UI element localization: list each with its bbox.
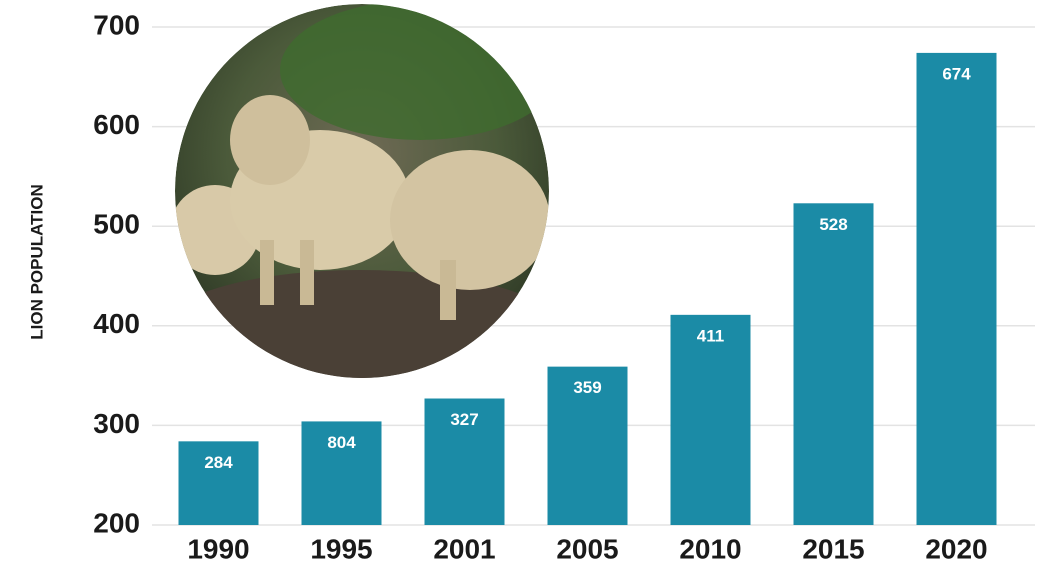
bar <box>424 398 505 525</box>
x-tick-label: 1990 <box>187 533 249 564</box>
bar <box>178 441 259 525</box>
y-tick-label: 400 <box>93 308 140 339</box>
value-label: 411 <box>697 326 724 345</box>
x-tick-label: 2001 <box>433 533 495 564</box>
value-label: 359 <box>573 378 601 397</box>
lion-photo <box>175 4 549 378</box>
y-tick-label: 600 <box>93 109 140 140</box>
x-tick-label: 2010 <box>679 533 741 564</box>
value-label: 284 <box>204 453 233 472</box>
bar <box>670 314 751 525</box>
y-tick-label: 300 <box>93 408 140 439</box>
value-label: 327 <box>450 410 478 429</box>
y-tick-label: 500 <box>93 209 140 240</box>
value-label: 674 <box>942 64 971 83</box>
y-tick-label: 700 <box>93 9 140 40</box>
bar <box>916 52 997 526</box>
bar <box>301 421 382 525</box>
x-tick-label: 2015 <box>802 533 864 564</box>
y-tick-label: 200 <box>93 507 140 538</box>
value-label: 528 <box>819 215 847 234</box>
x-tick-label: 1995 <box>310 533 372 564</box>
bar <box>547 366 628 525</box>
y-axis-label: LION POPULATION <box>27 184 46 340</box>
value-label: 804 <box>327 433 356 452</box>
x-tick-label: 2005 <box>556 533 618 564</box>
bars: 1990 284 1995 804 2001 327 2005 359 2010 411 2015 5… <box>178 52 997 564</box>
bar <box>793 203 874 526</box>
x-tick-label: 2020 <box>925 533 987 564</box>
